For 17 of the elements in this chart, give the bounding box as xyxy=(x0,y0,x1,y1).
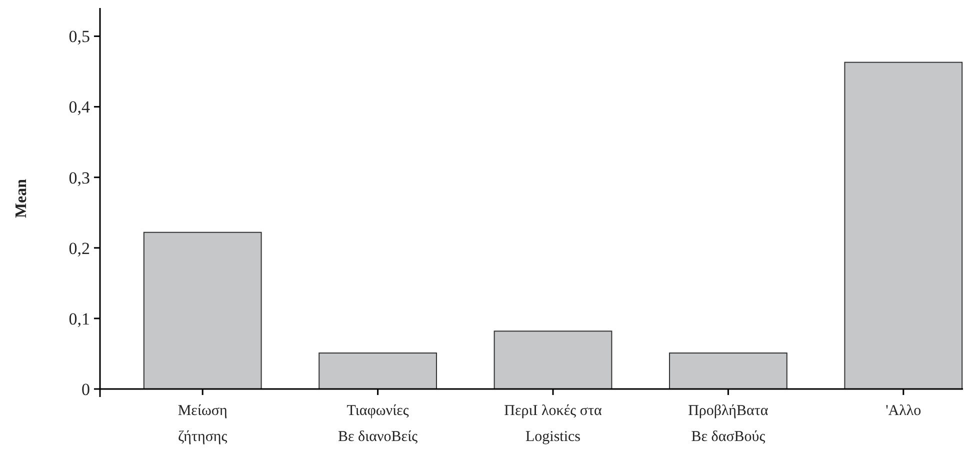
y-tick-label: 0 xyxy=(82,380,90,399)
y-axis-title: Mean xyxy=(13,178,30,218)
bar xyxy=(494,330,612,390)
y-tick-label: 0,1 xyxy=(68,309,90,328)
bar xyxy=(318,352,437,390)
x-tick-label: ΠροβλήΒατα Βε δασΒούς xyxy=(688,403,768,445)
y-tick-label: 0,3 xyxy=(68,168,90,188)
y-tick-label: 0,2 xyxy=(68,238,90,258)
x-tick-label: Μείωση ζήτησης xyxy=(178,403,228,445)
bar xyxy=(844,62,963,390)
y-tick-label: 0,5 xyxy=(68,27,90,46)
x-tick-label: ΠεριΙ λοκές στα Logistics xyxy=(504,403,602,445)
y-tick-label: 0,4 xyxy=(68,98,90,117)
x-tick-label: 'Αλλο xyxy=(886,403,922,419)
bar xyxy=(143,232,262,390)
bar xyxy=(669,352,788,390)
x-tick-label: Τιαφωνίες Βε διανοΒείς xyxy=(338,403,418,445)
